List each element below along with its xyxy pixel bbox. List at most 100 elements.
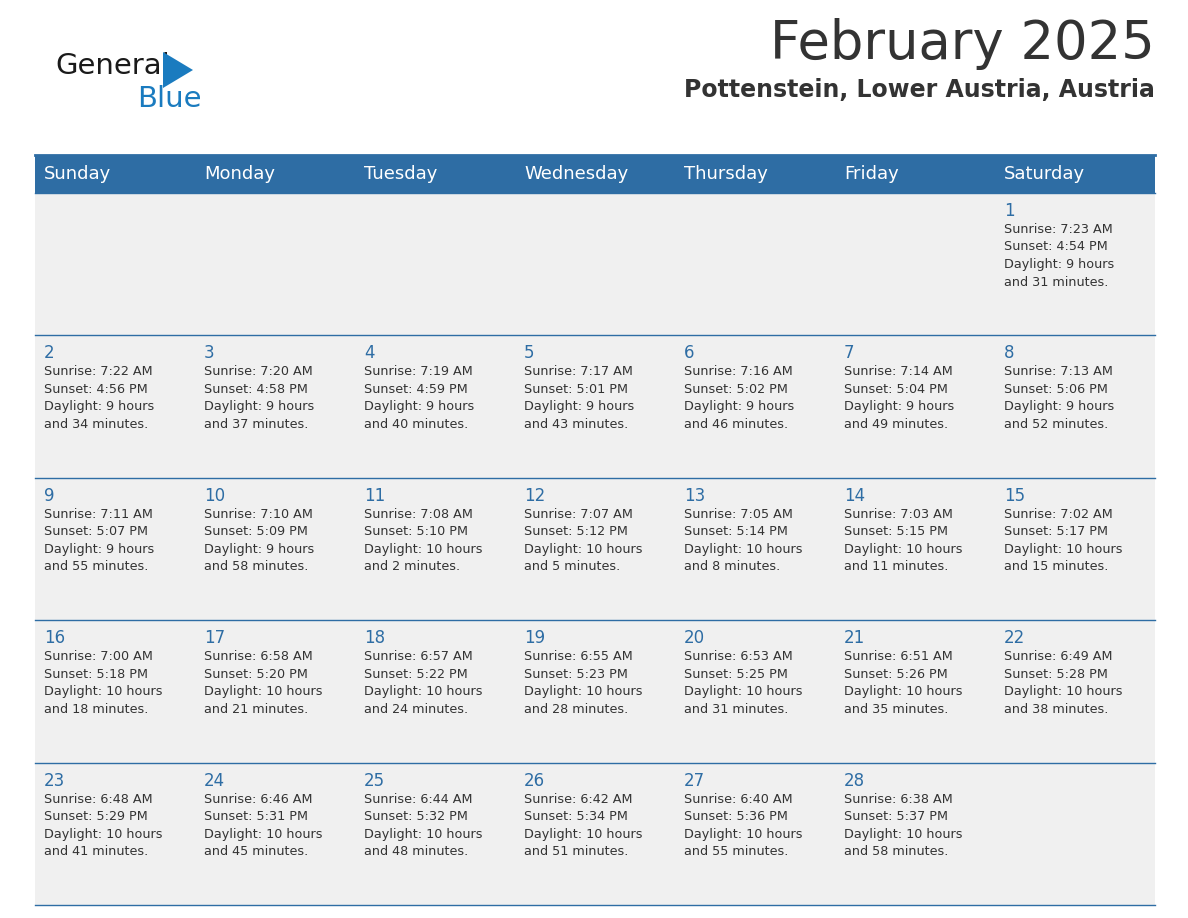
Text: 20: 20 (684, 629, 706, 647)
Bar (835, 335, 996, 477)
Bar (996, 193, 1155, 335)
Bar (516, 621, 675, 763)
Text: Sunrise: 7:03 AM
Sunset: 5:15 PM
Daylight: 10 hours
and 11 minutes.: Sunrise: 7:03 AM Sunset: 5:15 PM Dayligh… (843, 508, 962, 574)
Text: 19: 19 (524, 629, 545, 647)
Text: Sunrise: 7:20 AM
Sunset: 4:58 PM
Daylight: 9 hours
and 37 minutes.: Sunrise: 7:20 AM Sunset: 4:58 PM Dayligh… (204, 365, 315, 431)
Text: 18: 18 (364, 629, 385, 647)
Bar (835, 477, 996, 621)
Text: February 2025: February 2025 (770, 18, 1155, 70)
Text: Sunrise: 7:16 AM
Sunset: 5:02 PM
Daylight: 9 hours
and 46 minutes.: Sunrise: 7:16 AM Sunset: 5:02 PM Dayligh… (684, 365, 795, 431)
Text: Sunrise: 7:02 AM
Sunset: 5:17 PM
Daylight: 10 hours
and 15 minutes.: Sunrise: 7:02 AM Sunset: 5:17 PM Dayligh… (1004, 508, 1123, 574)
Text: Wednesday: Wednesday (524, 165, 628, 183)
Bar (195, 477, 355, 621)
Bar (34, 155, 195, 193)
Bar (996, 763, 1155, 905)
Text: Sunrise: 7:13 AM
Sunset: 5:06 PM
Daylight: 9 hours
and 52 minutes.: Sunrise: 7:13 AM Sunset: 5:06 PM Dayligh… (1004, 365, 1114, 431)
Text: 3: 3 (204, 344, 215, 363)
Text: Sunrise: 6:42 AM
Sunset: 5:34 PM
Daylight: 10 hours
and 51 minutes.: Sunrise: 6:42 AM Sunset: 5:34 PM Dayligh… (524, 792, 643, 858)
Text: Sunday: Sunday (44, 165, 112, 183)
Text: Sunrise: 6:55 AM
Sunset: 5:23 PM
Daylight: 10 hours
and 28 minutes.: Sunrise: 6:55 AM Sunset: 5:23 PM Dayligh… (524, 650, 643, 716)
Text: General: General (55, 52, 170, 80)
Bar (835, 763, 996, 905)
Text: Sunrise: 6:46 AM
Sunset: 5:31 PM
Daylight: 10 hours
and 45 minutes.: Sunrise: 6:46 AM Sunset: 5:31 PM Dayligh… (204, 792, 322, 858)
Bar (355, 193, 516, 335)
Text: 7: 7 (843, 344, 854, 363)
Text: Blue: Blue (137, 85, 202, 113)
Text: 5: 5 (524, 344, 535, 363)
Text: 28: 28 (843, 772, 865, 789)
Text: Sunrise: 6:40 AM
Sunset: 5:36 PM
Daylight: 10 hours
and 55 minutes.: Sunrise: 6:40 AM Sunset: 5:36 PM Dayligh… (684, 792, 803, 858)
Text: Monday: Monday (204, 165, 274, 183)
Bar (195, 155, 355, 193)
Bar (675, 621, 835, 763)
Bar (355, 477, 516, 621)
Bar (34, 621, 195, 763)
Text: 13: 13 (684, 487, 706, 505)
Bar (516, 763, 675, 905)
Bar (675, 155, 835, 193)
Text: Sunrise: 7:19 AM
Sunset: 4:59 PM
Daylight: 9 hours
and 40 minutes.: Sunrise: 7:19 AM Sunset: 4:59 PM Dayligh… (364, 365, 474, 431)
Bar (355, 763, 516, 905)
Bar (996, 621, 1155, 763)
Bar (34, 335, 195, 477)
Bar (195, 763, 355, 905)
Text: 6: 6 (684, 344, 695, 363)
Text: Sunrise: 6:57 AM
Sunset: 5:22 PM
Daylight: 10 hours
and 24 minutes.: Sunrise: 6:57 AM Sunset: 5:22 PM Dayligh… (364, 650, 482, 716)
Bar (355, 621, 516, 763)
Bar (675, 477, 835, 621)
Bar (516, 155, 675, 193)
Polygon shape (163, 52, 192, 88)
Text: Sunrise: 6:48 AM
Sunset: 5:29 PM
Daylight: 10 hours
and 41 minutes.: Sunrise: 6:48 AM Sunset: 5:29 PM Dayligh… (44, 792, 163, 858)
Text: 25: 25 (364, 772, 385, 789)
Bar (835, 193, 996, 335)
Bar (195, 193, 355, 335)
Text: 27: 27 (684, 772, 706, 789)
Text: Saturday: Saturday (1004, 165, 1085, 183)
Text: 24: 24 (204, 772, 225, 789)
Text: 9: 9 (44, 487, 55, 505)
Text: 2: 2 (44, 344, 55, 363)
Text: 17: 17 (204, 629, 225, 647)
Text: 14: 14 (843, 487, 865, 505)
Text: 4: 4 (364, 344, 374, 363)
Text: Pottenstein, Lower Austria, Austria: Pottenstein, Lower Austria, Austria (684, 78, 1155, 102)
Text: 12: 12 (524, 487, 545, 505)
Text: Sunrise: 6:58 AM
Sunset: 5:20 PM
Daylight: 10 hours
and 21 minutes.: Sunrise: 6:58 AM Sunset: 5:20 PM Dayligh… (204, 650, 322, 716)
Text: 26: 26 (524, 772, 545, 789)
Text: 23: 23 (44, 772, 65, 789)
Text: Friday: Friday (843, 165, 899, 183)
Bar (835, 621, 996, 763)
Text: Sunrise: 7:14 AM
Sunset: 5:04 PM
Daylight: 9 hours
and 49 minutes.: Sunrise: 7:14 AM Sunset: 5:04 PM Dayligh… (843, 365, 954, 431)
Text: Sunrise: 7:23 AM
Sunset: 4:54 PM
Daylight: 9 hours
and 31 minutes.: Sunrise: 7:23 AM Sunset: 4:54 PM Dayligh… (1004, 223, 1114, 288)
Text: Sunrise: 6:53 AM
Sunset: 5:25 PM
Daylight: 10 hours
and 31 minutes.: Sunrise: 6:53 AM Sunset: 5:25 PM Dayligh… (684, 650, 803, 716)
Text: 16: 16 (44, 629, 65, 647)
Text: Tuesday: Tuesday (364, 165, 437, 183)
Text: Sunrise: 6:51 AM
Sunset: 5:26 PM
Daylight: 10 hours
and 35 minutes.: Sunrise: 6:51 AM Sunset: 5:26 PM Dayligh… (843, 650, 962, 716)
Bar (516, 477, 675, 621)
Text: Sunrise: 6:49 AM
Sunset: 5:28 PM
Daylight: 10 hours
and 38 minutes.: Sunrise: 6:49 AM Sunset: 5:28 PM Dayligh… (1004, 650, 1123, 716)
Bar (355, 155, 516, 193)
Bar (355, 335, 516, 477)
Text: Sunrise: 7:22 AM
Sunset: 4:56 PM
Daylight: 9 hours
and 34 minutes.: Sunrise: 7:22 AM Sunset: 4:56 PM Dayligh… (44, 365, 154, 431)
Bar (675, 763, 835, 905)
Text: Sunrise: 7:05 AM
Sunset: 5:14 PM
Daylight: 10 hours
and 8 minutes.: Sunrise: 7:05 AM Sunset: 5:14 PM Dayligh… (684, 508, 803, 574)
Text: Sunrise: 7:08 AM
Sunset: 5:10 PM
Daylight: 10 hours
and 2 minutes.: Sunrise: 7:08 AM Sunset: 5:10 PM Dayligh… (364, 508, 482, 574)
Bar (34, 477, 195, 621)
Text: 1: 1 (1004, 202, 1015, 220)
Text: 15: 15 (1004, 487, 1025, 505)
Text: Thursday: Thursday (684, 165, 767, 183)
Text: Sunrise: 7:00 AM
Sunset: 5:18 PM
Daylight: 10 hours
and 18 minutes.: Sunrise: 7:00 AM Sunset: 5:18 PM Dayligh… (44, 650, 163, 716)
Text: 22: 22 (1004, 629, 1025, 647)
Bar (195, 621, 355, 763)
Bar (675, 335, 835, 477)
Text: 10: 10 (204, 487, 225, 505)
Text: Sunrise: 6:44 AM
Sunset: 5:32 PM
Daylight: 10 hours
and 48 minutes.: Sunrise: 6:44 AM Sunset: 5:32 PM Dayligh… (364, 792, 482, 858)
Text: Sunrise: 7:10 AM
Sunset: 5:09 PM
Daylight: 9 hours
and 58 minutes.: Sunrise: 7:10 AM Sunset: 5:09 PM Dayligh… (204, 508, 315, 574)
Text: 8: 8 (1004, 344, 1015, 363)
Bar (996, 477, 1155, 621)
Bar (675, 193, 835, 335)
Bar (34, 763, 195, 905)
Bar (34, 193, 195, 335)
Bar (996, 155, 1155, 193)
Bar (195, 335, 355, 477)
